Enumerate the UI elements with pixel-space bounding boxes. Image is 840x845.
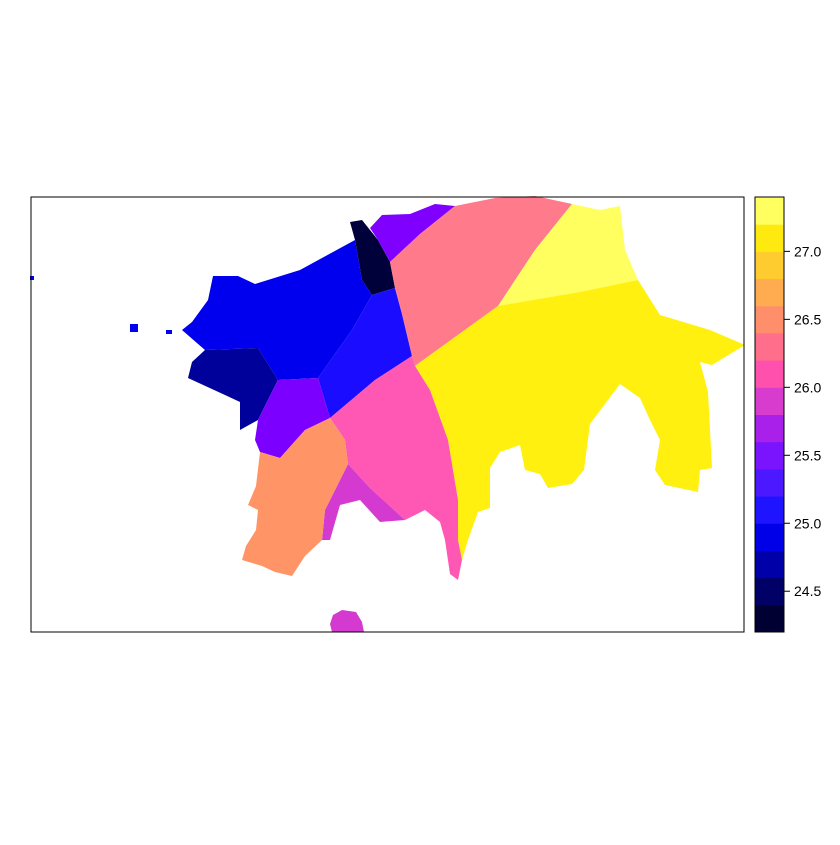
legend-bin — [755, 278, 784, 307]
legend-ticks: 24.5 25.0 25.5 26.0 26.5 27.0 — [784, 243, 821, 599]
legend-bin — [755, 441, 784, 470]
legend-tick-label: 25.5 — [794, 447, 821, 463]
map-panel-border — [30, 196, 745, 633]
region-blue-islet — [30, 276, 34, 280]
color-legend: 24.5 25.0 25.5 26.0 26.5 27.0 — [754, 196, 821, 633]
legend-tick-label: 25.0 — [794, 515, 821, 531]
legend-bin — [755, 496, 784, 524]
legend-bin — [755, 604, 784, 633]
region-orange-southwest — [242, 418, 348, 576]
region-blue-central — [318, 288, 412, 418]
legend-tick-label: 26.0 — [794, 379, 821, 395]
region-blue-islet — [130, 324, 138, 332]
region-blue-islet — [166, 330, 172, 334]
legend-bin — [755, 224, 784, 252]
legend-bin — [755, 468, 784, 497]
legend-bin — [755, 360, 784, 388]
legend-bin — [755, 197, 784, 225]
region-violet-north — [370, 204, 455, 262]
region-darkest-north — [350, 220, 395, 295]
legend-bin — [755, 332, 784, 361]
region-salmon-north — [390, 196, 572, 366]
region-violet-southwest — [255, 378, 330, 458]
legend-tick-label: 27.0 — [794, 243, 821, 259]
region-blue-west — [182, 240, 372, 380]
legend-bin — [755, 251, 784, 280]
legend-border — [754, 196, 785, 633]
legend-bins — [755, 197, 784, 633]
region-yellow-east — [415, 280, 745, 560]
region-magenta-south — [322, 464, 405, 540]
legend-bin — [755, 523, 784, 551]
region-magenta-island — [330, 610, 364, 632]
legend-tick-label: 24.5 — [794, 583, 821, 599]
legend-bin — [755, 305, 784, 334]
legend-bin — [755, 387, 784, 415]
legend-bin — [755, 414, 784, 443]
region-navy-southwest — [188, 348, 278, 430]
legend-tick-label: 26.5 — [794, 311, 821, 327]
region-pink-central — [330, 356, 462, 580]
map-regions — [30, 196, 745, 632]
legend-bin — [755, 577, 784, 606]
region-lightyellow-northeast — [498, 204, 638, 306]
legend-bin — [755, 550, 784, 579]
